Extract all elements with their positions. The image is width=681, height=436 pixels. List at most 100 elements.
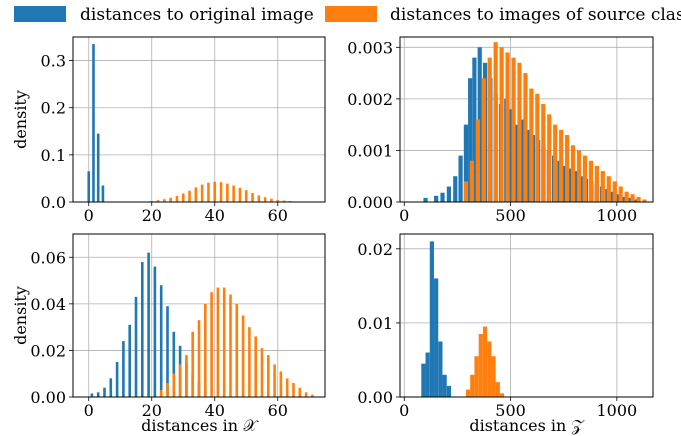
bar <box>282 200 286 202</box>
bar <box>178 364 182 397</box>
bar <box>491 356 496 397</box>
bar <box>600 171 605 202</box>
bar <box>499 393 505 397</box>
axes-frame <box>399 233 654 398</box>
bar <box>175 195 179 202</box>
bar <box>588 160 594 202</box>
bar <box>298 387 302 397</box>
bar <box>621 196 626 202</box>
bar <box>463 124 469 202</box>
legend-label-source-class: distances to images of source class <box>390 5 681 25</box>
bar <box>423 197 428 202</box>
bar <box>90 393 94 397</box>
bar <box>487 57 492 202</box>
bar <box>115 362 119 397</box>
bar <box>292 383 295 397</box>
bar <box>172 331 176 397</box>
x-tick-label: 500 <box>495 401 526 420</box>
bar <box>482 326 488 397</box>
bar <box>147 252 150 397</box>
bar <box>311 394 314 397</box>
bar <box>576 150 582 202</box>
bar <box>169 197 172 202</box>
bar <box>570 145 576 202</box>
y-tick-label: 0.00 <box>30 388 66 407</box>
series-source-class <box>463 42 647 202</box>
series-source-class <box>465 326 505 397</box>
legend-label-original: distances to original image <box>80 5 314 25</box>
bar <box>141 261 144 397</box>
bar <box>216 287 220 397</box>
bar <box>474 356 479 397</box>
x-tick-label: 500 <box>495 206 526 225</box>
bar <box>181 193 185 202</box>
bar <box>487 341 492 397</box>
bar <box>469 160 474 202</box>
bar <box>159 285 163 397</box>
bar <box>468 78 473 202</box>
bar <box>535 93 540 202</box>
bar <box>222 287 226 397</box>
bar <box>481 78 486 202</box>
bar <box>267 355 270 397</box>
bar <box>101 185 105 202</box>
bar <box>159 390 163 397</box>
legend-swatch-original <box>14 6 66 22</box>
y-tick-label: 0.01 <box>357 314 393 333</box>
bar <box>109 378 113 397</box>
bar <box>285 378 289 397</box>
bar <box>260 348 264 397</box>
y-axis-label: density <box>11 286 30 345</box>
bar <box>128 324 131 397</box>
y-tick-label: 0.2 <box>41 99 66 118</box>
bar <box>478 334 483 397</box>
bar <box>514 124 520 202</box>
bar <box>465 389 471 397</box>
series-source-class <box>150 181 298 202</box>
y-tick-label: 0.06 <box>30 248 66 267</box>
bar <box>463 181 469 202</box>
bar <box>188 190 191 202</box>
bar <box>235 303 239 397</box>
bar <box>163 199 166 202</box>
bar <box>210 292 213 397</box>
bar <box>166 383 169 397</box>
x-tick-label: 60 <box>268 206 288 225</box>
bar <box>257 195 261 202</box>
bar <box>251 193 254 202</box>
y-axis-label: density <box>11 90 30 149</box>
x-tick-label: 0 <box>399 401 409 420</box>
bar <box>472 57 477 202</box>
bar <box>200 184 204 202</box>
bar <box>172 373 176 397</box>
bar <box>541 104 546 202</box>
bar <box>505 52 510 202</box>
bar <box>241 315 245 397</box>
bar <box>446 385 451 397</box>
y-tick-label: 0.3 <box>41 52 66 71</box>
x-tick-label: 0 <box>84 401 94 420</box>
bar <box>565 134 570 202</box>
x-axis-label: distances in 𝒵 <box>469 416 584 435</box>
bar <box>547 114 552 202</box>
bar <box>276 200 280 202</box>
bar <box>103 387 106 397</box>
subplot-bottom-right: 0 500 1000 0.00 0.01 0.02 distances in 𝒵 <box>357 233 654 435</box>
bar <box>624 191 629 202</box>
subplot-top-left: 0 20 40 60 0.0 0.1 0.2 0.3 density <box>11 36 326 225</box>
bar <box>191 331 194 397</box>
bar <box>229 294 232 397</box>
bar <box>248 327 251 397</box>
bar <box>238 187 242 202</box>
y-tick-label: 0.02 <box>30 341 66 360</box>
axes-frame <box>72 233 326 398</box>
x-axis-label: distances in 𝒳 <box>141 416 259 435</box>
x-tick-label: 1000 <box>596 206 637 225</box>
x-tick-label: 0 <box>399 206 409 225</box>
bar <box>470 374 475 397</box>
bar <box>630 194 635 202</box>
x-tick-label: 60 <box>268 401 288 420</box>
bar <box>185 355 188 397</box>
bar <box>270 198 273 202</box>
